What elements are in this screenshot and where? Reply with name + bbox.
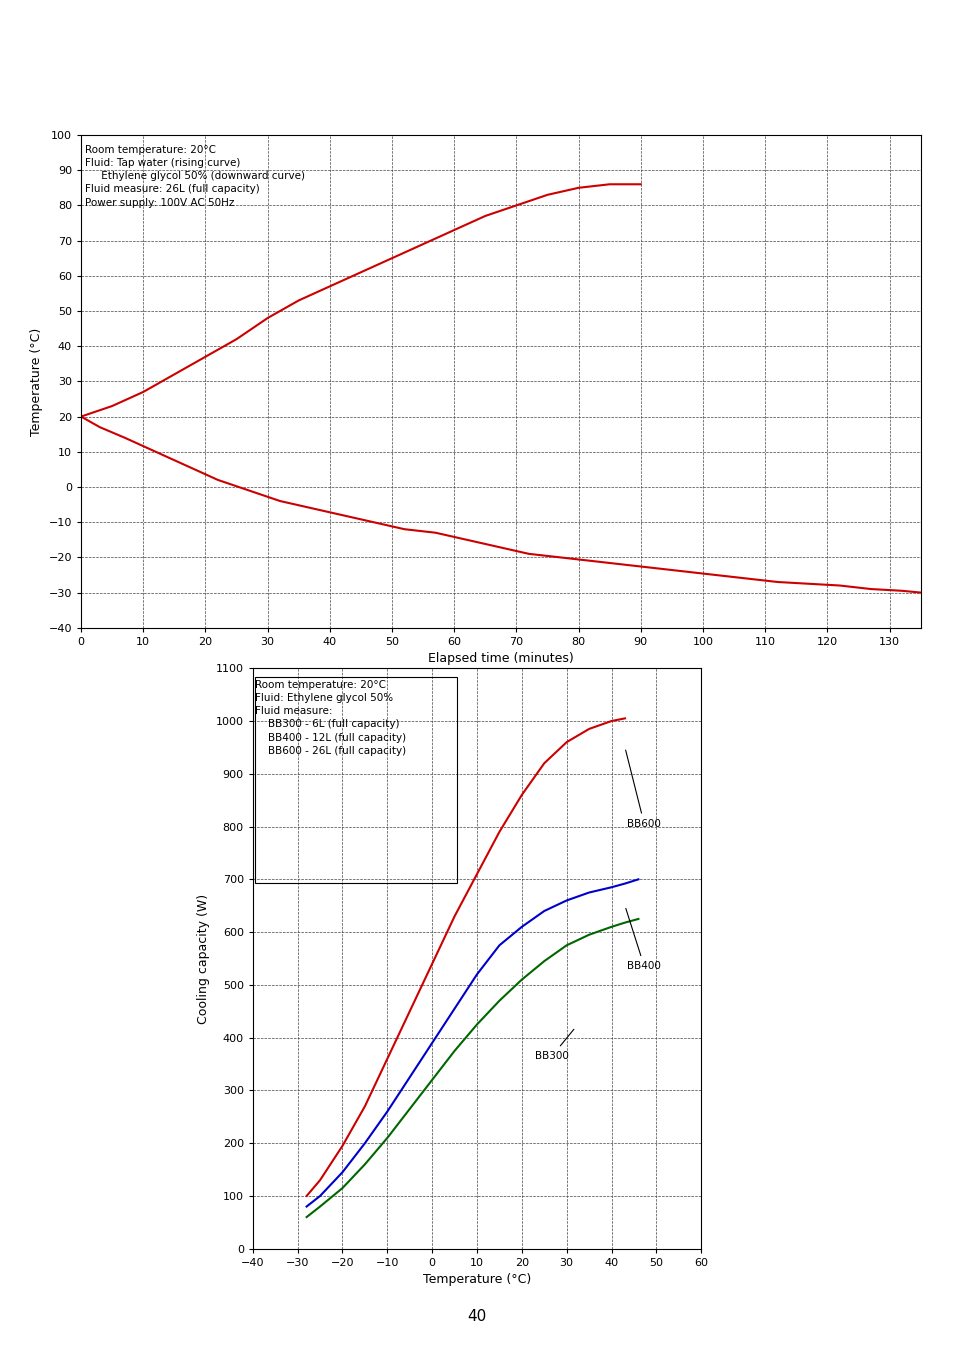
Text: 40: 40 <box>467 1308 486 1324</box>
Y-axis label: Cooling capacity (W): Cooling capacity (W) <box>197 894 210 1023</box>
X-axis label: Temperature (°C): Temperature (°C) <box>422 1273 531 1287</box>
Text: Room temperature: 20°C
Fluid: Tap water (rising curve)
     Ethylene glycol 50% : Room temperature: 20°C Fluid: Tap water … <box>85 144 305 208</box>
Text: BB300: BB300 <box>535 1029 574 1061</box>
X-axis label: Elapsed time (minutes): Elapsed time (minutes) <box>428 652 573 666</box>
Text: BB600: BB600 <box>625 751 660 829</box>
Y-axis label: Temperature (°C): Temperature (°C) <box>30 327 43 436</box>
Text: BB400: BB400 <box>625 909 660 971</box>
Text: Room temperature: 20°C
Fluid: Ethylene glycol 50%
Fluid measure:
    BB300 - 6L : Room temperature: 20°C Fluid: Ethylene g… <box>254 680 406 756</box>
